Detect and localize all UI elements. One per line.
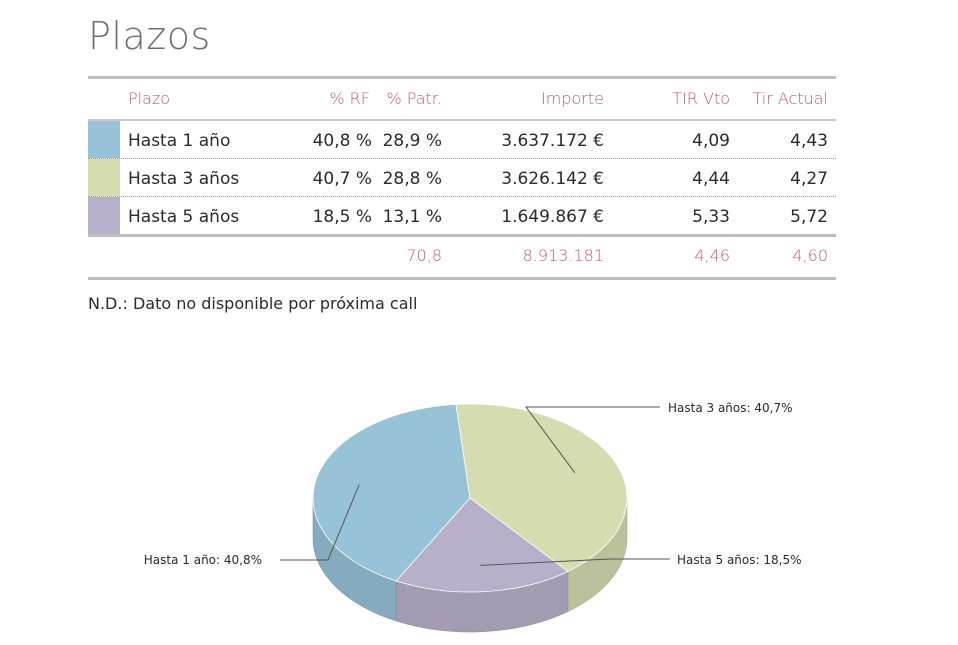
table-top-rule bbox=[88, 76, 836, 79]
pie-leader-line bbox=[280, 484, 360, 561]
header-patr: % Patr. bbox=[386, 89, 443, 108]
pie-leader-line bbox=[480, 558, 670, 566]
pie-side-walls bbox=[312, 497, 628, 633]
row-color-swatch bbox=[88, 197, 120, 234]
pie-slice-label: Hasta 3 años: 40,7% bbox=[668, 401, 792, 415]
table-header-rule bbox=[88, 119, 836, 121]
total-importe: 8.913.181 bbox=[522, 246, 604, 265]
cell-tir-vto: 4,44 bbox=[692, 169, 730, 189]
header-rf: % RF bbox=[329, 89, 370, 108]
total-tir-vto: 4,46 bbox=[694, 246, 730, 265]
cell-patr: 13,1 % bbox=[382, 207, 442, 227]
table-row: Hasta 3 años 40,7 % 28,8 % 3.626.142 € 4… bbox=[88, 159, 836, 197]
pie-slice-label: Hasta 1 año: 40,8% bbox=[144, 553, 262, 567]
table-row: Hasta 1 año 40,8 % 28,9 % 3.637.172 € 4,… bbox=[88, 121, 836, 159]
cell-tir-vto: 5,33 bbox=[692, 207, 730, 227]
row-color-swatch bbox=[88, 121, 120, 158]
cell-rf: 40,7 % bbox=[312, 169, 372, 189]
header-tir-vto: TIR Vto bbox=[672, 89, 730, 108]
table-bottom-rule bbox=[88, 277, 836, 280]
pie-top-faces bbox=[312, 403, 628, 593]
cell-importe: 3.626.142 € bbox=[501, 169, 604, 189]
page-title: Plazos bbox=[88, 14, 211, 58]
header-importe: Importe bbox=[541, 89, 604, 108]
pie-labels: Hasta 1 año: 40,8% Hasta 3 años: 40,7% Has… bbox=[144, 401, 802, 567]
cell-plazo: Hasta 3 años bbox=[128, 169, 240, 189]
cell-tir-actual: 4,27 bbox=[790, 169, 828, 189]
footnote: N.D.: Dato no disponible por próxima cal… bbox=[88, 294, 418, 313]
cell-tir-actual: 4,43 bbox=[790, 131, 828, 151]
total-tir-actual: 4,60 bbox=[792, 246, 828, 265]
plazos-table: Plazo % RF % Patr. Importe TIR Vto Tir A… bbox=[88, 76, 836, 280]
table-totals: 70,8 8.913.181 4,46 4,60 bbox=[88, 237, 836, 277]
pie-slice-label: Hasta 5 años: 18,5% bbox=[677, 553, 801, 567]
cell-tir-vto: 4,09 bbox=[692, 131, 730, 151]
header-plazo: Plazo bbox=[128, 89, 171, 108]
pie-slice bbox=[455, 403, 628, 572]
pie-leader-line bbox=[525, 406, 660, 474]
cell-rf: 40,8 % bbox=[312, 131, 372, 151]
total-patr: 70,8 bbox=[406, 246, 442, 265]
header-tir-actual: Tir Actual bbox=[752, 89, 828, 108]
cell-patr: 28,9 % bbox=[382, 131, 442, 151]
pie-slice bbox=[395, 497, 569, 593]
cell-patr: 28,8 % bbox=[382, 169, 442, 189]
cell-rf: 18,5 % bbox=[312, 207, 372, 227]
cell-plazo: Hasta 5 años bbox=[128, 207, 240, 227]
table-row: Hasta 5 años 18,5 % 13,1 % 1.649.867 € 5… bbox=[88, 197, 836, 234]
cell-importe: 3.637.172 € bbox=[501, 131, 604, 151]
table-header: Plazo % RF % Patr. Importe TIR Vto Tir A… bbox=[88, 79, 836, 119]
cell-tir-actual: 5,72 bbox=[790, 207, 828, 227]
pie-slice bbox=[312, 403, 471, 582]
table-body-rule bbox=[88, 234, 836, 237]
cell-importe: 1.649.867 € bbox=[501, 207, 604, 227]
cell-plazo: Hasta 1 año bbox=[128, 131, 231, 151]
row-color-swatch bbox=[88, 159, 120, 196]
